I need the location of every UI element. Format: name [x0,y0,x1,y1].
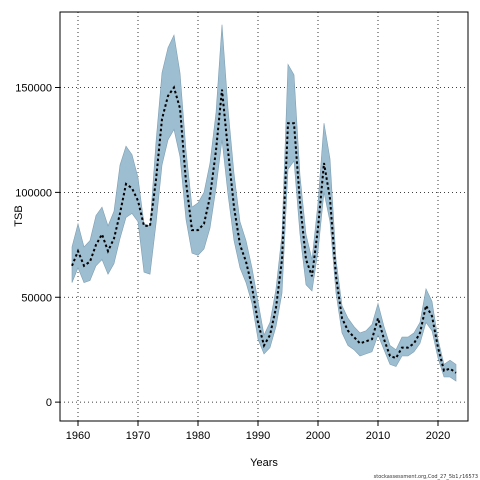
x-tick-label-1970: 1970 [126,430,150,442]
y-axis-title: TSB [13,205,25,226]
tsb-estimate-line [71,85,457,374]
x-tick-label-2020: 2020 [426,430,450,442]
plot-frame [59,11,469,422]
x-axis-title: Years [250,457,278,469]
x-tick-label-2010: 2010 [366,430,390,442]
y-tick-label-0: 0 [46,397,52,409]
estimate-line-group [71,85,457,374]
x-axis: 1960 1970 1980 1990 2000 2010 2020 [66,421,450,442]
x-tick-label-1990: 1990 [246,430,270,442]
y-axis: 0 50000 100000 150000 [15,83,60,409]
x-tick-label-2000: 2000 [306,430,330,442]
y-tick-label-100000: 100000 [15,187,52,199]
confidence-band-group [71,24,457,382]
y-tick-label-50000: 50000 [21,292,52,304]
source-note: stockassessment.org,Cod_27_5b1,r16573 [374,474,478,480]
x-tick-label-1980: 1980 [186,430,210,442]
x-tick-label-1960: 1960 [66,430,90,442]
confidence-band [71,24,457,382]
y-tick-label-150000: 150000 [15,83,52,95]
